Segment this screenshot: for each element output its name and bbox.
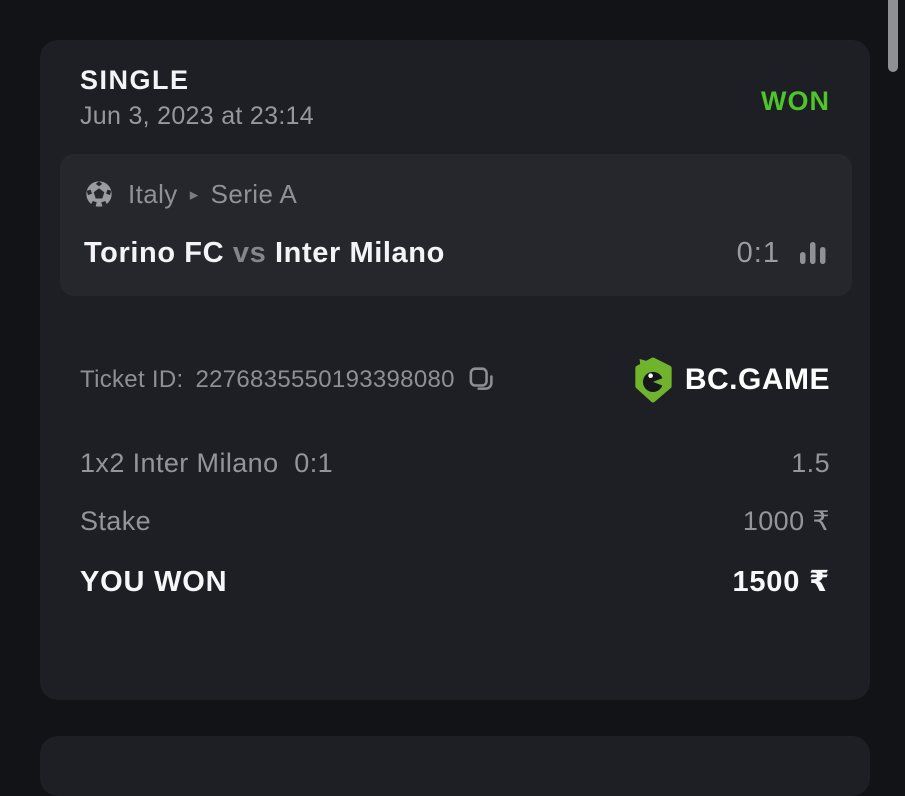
match-score: 0:1 [736,236,780,269]
bet-slip-card: SINGLE Jun 3, 2023 at 23:14 WON [40,40,870,700]
match-row: Torino FC vs Inter Milano 0:1 [84,234,828,272]
stake-row: Stake 1000 ₹ [80,506,830,538]
stake-value: 1000 ₹ [742,506,830,536]
home-team: Torino FC [84,236,225,269]
next-bet-card-peek[interactable] [40,736,870,796]
ticket-id-value: 2276835550193398080 [195,366,455,393]
score-area: 0:1 [737,237,828,270]
market-label: 1x2 Inter Milano 0:1 [80,448,334,478]
stake-label: Stake [80,506,152,536]
ticket-row: Ticket ID: 2276835550193398080 [80,356,830,404]
league-breadcrumb: Italy ▸ Serie A [128,179,297,210]
status-badge: WON [761,86,830,116]
bcgame-logo-icon [631,357,675,403]
ticket-id-label: Ticket ID: [80,366,184,393]
league-country: Italy [128,178,178,209]
payout-value: 1500 ₹ [732,566,830,598]
soccer-ball-icon [84,179,114,209]
stats-bars-icon[interactable] [798,239,828,267]
vs-label: vs [232,236,267,269]
bet-details: 1x2 Inter Milano 0:1 1.5 Stake 1000 ₹ YO… [80,448,830,598]
bcgame-wordmark: BC.GAME [684,363,830,396]
bet-history-page: SINGLE Jun 3, 2023 at 23:14 WON [40,0,898,796]
ticket-info: Ticket ID: 2276835550193398080 [80,365,495,395]
payout-row: YOU WON 1500 ₹ [80,564,830,598]
payout-label: YOU WON [80,566,228,598]
league-name: Serie A [210,178,298,209]
odds-value: 1.5 [791,448,830,478]
breadcrumb-arrow-icon: ▸ [189,185,199,204]
scrollbar[interactable] [888,0,898,72]
copy-icon[interactable] [467,365,495,395]
match-card[interactable]: Italy ▸ Serie A Torino FC vs Inter Milan… [60,154,852,296]
market-row: 1x2 Inter Milano 0:1 1.5 [80,448,830,480]
bet-header-left: SINGLE Jun 3, 2023 at 23:14 [80,62,314,132]
bet-datetime: Jun 3, 2023 at 23:14 [80,102,314,130]
bcgame-brand: BC.GAME [631,357,830,403]
bet-type-label: SINGLE [80,65,190,95]
bet-slip-header: SINGLE Jun 3, 2023 at 23:14 WON [80,62,830,132]
league-row: Italy ▸ Serie A [84,178,828,210]
match-teams: Torino FC vs Inter Milano [84,237,445,270]
away-team: Inter Milano [274,236,445,269]
